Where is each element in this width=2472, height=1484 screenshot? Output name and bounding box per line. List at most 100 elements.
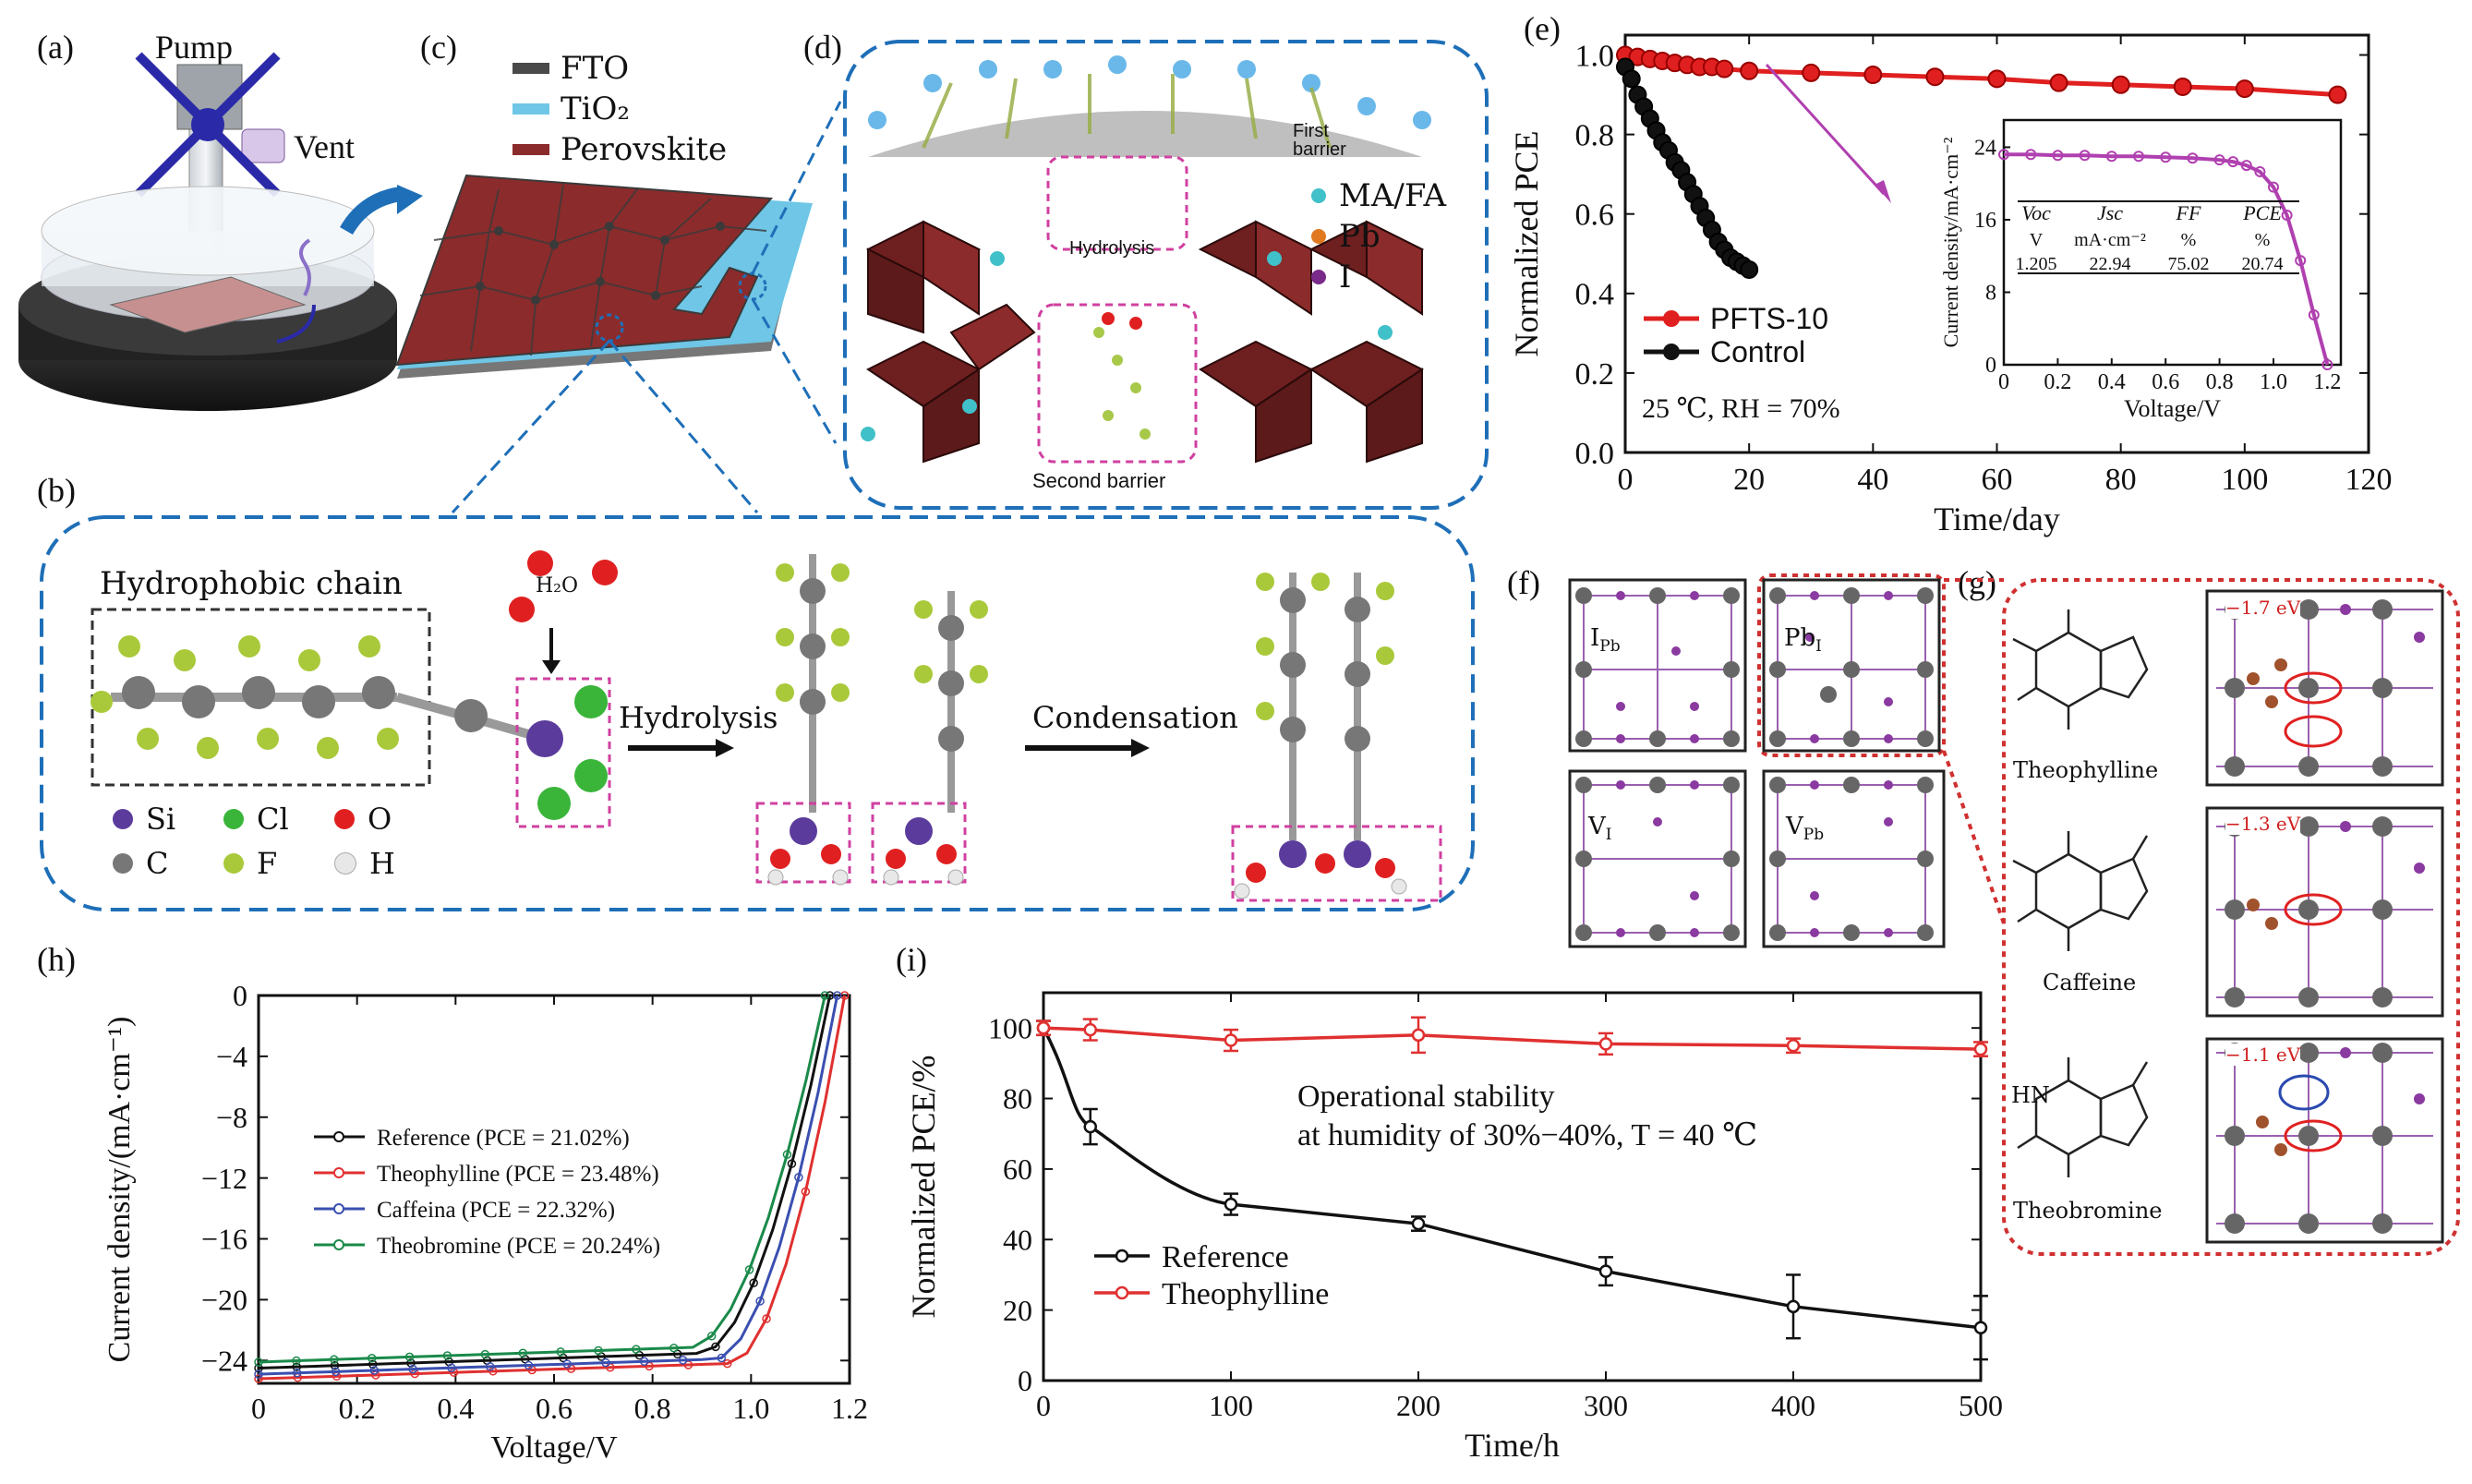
data-point	[1786, 1299, 1801, 1314]
pump-label: Pump	[155, 29, 234, 66]
data-point	[632, 1345, 641, 1354]
barrier-mechanism-illustration	[843, 40, 1489, 510]
data-point	[782, 1150, 792, 1159]
defect-label-v-pb: VPb	[1786, 813, 1824, 844]
x-tick-label: 200	[1396, 1389, 1441, 1422]
defect-main: Pb	[1784, 624, 1816, 652]
perovskite-label: Perovskite	[561, 131, 728, 168]
panel-i-label: (i)	[896, 941, 927, 978]
x-tick-label: 40	[1857, 463, 1888, 497]
data-point	[404, 1352, 415, 1362]
h-label: H	[369, 846, 395, 881]
inset-data-point	[2025, 149, 2037, 161]
y-tick-label: 80	[1003, 1082, 1032, 1116]
legend-label: Theophylline (PCE = 23.48%)	[377, 1162, 659, 1187]
data-point	[1598, 1264, 1613, 1278]
table-value: 75.02	[2168, 254, 2210, 274]
legend-marker	[1115, 1249, 1129, 1263]
molecule-name-theophylline: Theophylline	[2013, 757, 2159, 783]
layer-legend-item: Perovskite	[512, 129, 727, 170]
data-point	[292, 1356, 301, 1366]
data-point	[749, 1278, 758, 1287]
atom-legend-item: Cl	[223, 802, 334, 837]
second-barrier-label: Second barrier	[1032, 469, 1166, 492]
perovskite-film-illustration	[340, 101, 842, 514]
legend-label: Caffeina (PCE = 22.32%)	[377, 1198, 615, 1223]
binding-energy-illustration	[1942, 578, 2460, 1256]
y-tick-label: 0.0	[1575, 437, 1615, 471]
x-tick-label: 100	[2221, 463, 2268, 497]
table-unit: %	[2181, 230, 2197, 250]
inset-jv-curve	[2004, 152, 2330, 366]
ma-fa-label: MA/FA	[1339, 177, 1447, 214]
inset-arrow	[1765, 63, 1886, 196]
data-point	[406, 1358, 416, 1368]
hydrolysis-scheme-illustration	[40, 515, 1475, 911]
data-point	[293, 1368, 302, 1378]
data-point	[1598, 1037, 1613, 1051]
defect-main: I	[1590, 624, 1600, 652]
y-tick-label: 60	[1003, 1152, 1032, 1186]
data-point	[1973, 1321, 1988, 1334]
x-tick-label: 300	[1584, 1389, 1628, 1422]
ma-fa-dot	[1311, 188, 1326, 203]
table-value: 20.74	[2242, 254, 2284, 274]
y-tick-label: −24	[201, 1344, 247, 1377]
data-point	[2049, 73, 2068, 92]
data-point	[254, 1363, 263, 1373]
inset-data-point	[2240, 160, 2252, 172]
defect-lattice-illustration	[1568, 573, 1946, 948]
inset-y-tick-label: 8	[1985, 281, 1996, 305]
data-point	[518, 1348, 527, 1358]
inset-data-point	[2281, 210, 2293, 222]
jv-curve	[258, 995, 839, 1376]
data-point	[254, 1357, 263, 1367]
data-point	[292, 1362, 301, 1371]
data-point	[669, 1343, 679, 1353]
atom-legend: Si Cl O C F H	[113, 802, 445, 881]
legend-label: Reference	[1162, 1240, 1289, 1274]
atom-legend-item: Si	[113, 802, 223, 837]
series-line	[1043, 1026, 1982, 1051]
layer-legend: FTO TiO₂ Perovskite	[512, 48, 727, 170]
data-point	[562, 1359, 572, 1369]
hydrophobic-chain-label: Hydrophobic chain	[100, 565, 403, 602]
table-unit: mA·cm⁻²	[2074, 230, 2146, 250]
fto-label: FTO	[561, 50, 630, 87]
table-unit: %	[2255, 230, 2271, 250]
data-point	[601, 1357, 610, 1368]
i-dot	[1311, 270, 1326, 284]
chart-annotation: 25 ℃, RH = 70%	[1642, 393, 1840, 424]
data-point	[832, 991, 842, 1000]
data-point	[1715, 59, 1734, 78]
legend-marker	[333, 1131, 344, 1142]
defect-label-v-i: VI	[1588, 813, 1612, 844]
y-tick-label: 20	[1003, 1294, 1032, 1327]
y-tick-label: −16	[201, 1223, 247, 1256]
data-point	[524, 1360, 534, 1370]
data-point	[1786, 1039, 1801, 1053]
defect-sub: Pb	[1599, 637, 1621, 657]
atom-legend-item: C	[113, 846, 223, 881]
data-point	[369, 1366, 380, 1375]
x-tick-label: 0.8	[634, 1392, 671, 1425]
data-point	[368, 1359, 378, 1369]
hydrolysis-step-label: Hydrolysis	[619, 700, 778, 735]
inset-x-axis-label: Voltage/V	[2124, 395, 2221, 422]
x-tick-label: 0.6	[536, 1392, 573, 1425]
molecule-name-theobromine: Theobromine	[2013, 1198, 2163, 1224]
jv-curve	[258, 995, 832, 1370]
y-tick-label: 40	[1003, 1223, 1032, 1256]
y-tick-label: 0.2	[1575, 357, 1615, 392]
data-point	[1622, 69, 1641, 89]
y-tick-label: −4	[216, 1040, 247, 1073]
data-point	[787, 1159, 797, 1168]
legend-marker	[333, 1203, 344, 1214]
inset-x-tick-label: 0.6	[2152, 370, 2179, 394]
x-axis-label: Voltage/V	[490, 1430, 618, 1465]
x-tick-label: 0.2	[339, 1392, 376, 1425]
y-axis-label: Normalized PCE	[1508, 131, 1545, 357]
panel-c-label: (c)	[420, 29, 457, 66]
